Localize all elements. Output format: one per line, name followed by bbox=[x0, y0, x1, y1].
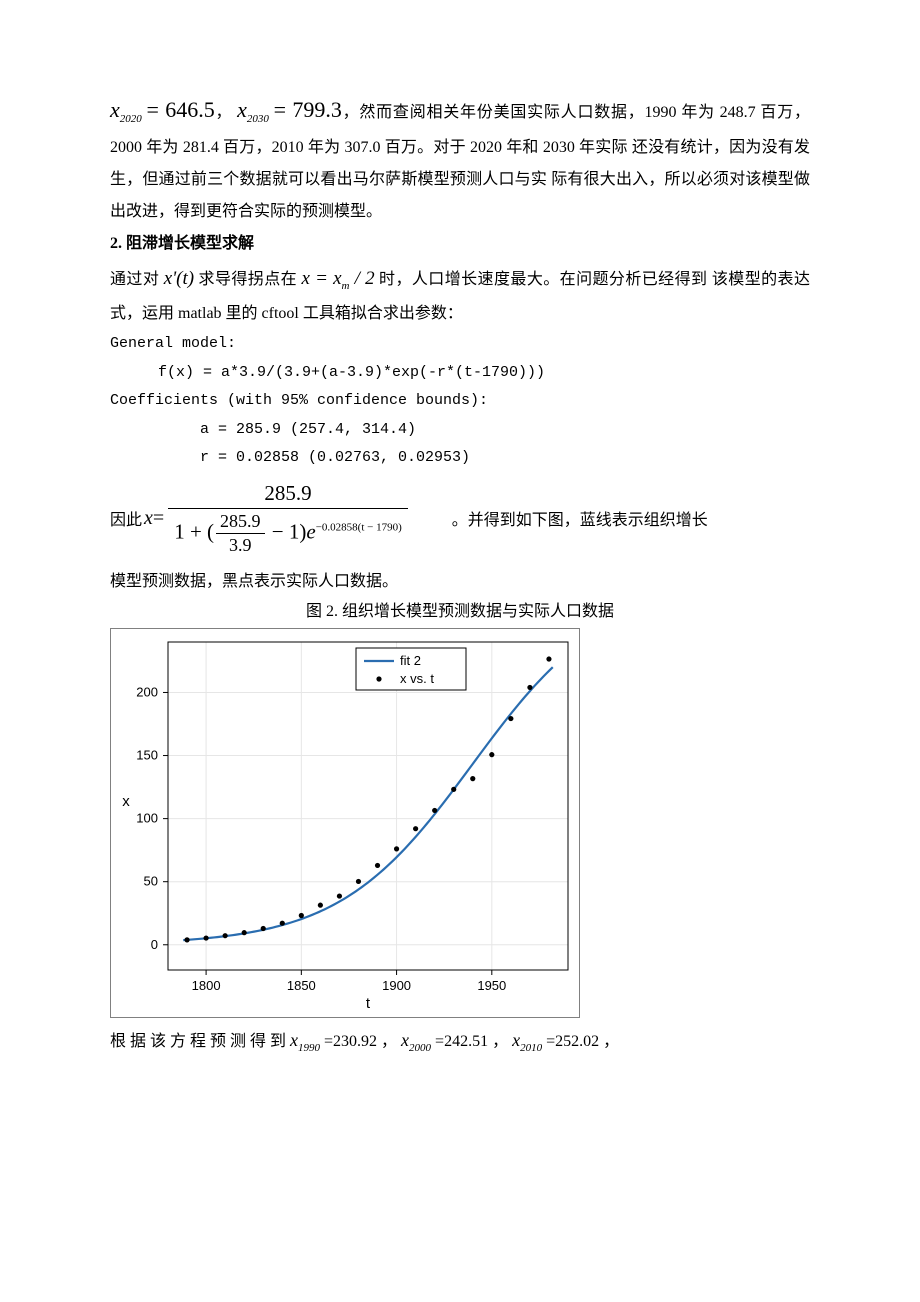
formula-block: 因此 x = 285.9 1 + (285.93.9 − 1)e−0.02858… bbox=[110, 481, 810, 556]
val-2030: 799.3 bbox=[292, 97, 342, 122]
logistic-chart: 1800185019001950050100150200txfit 2x vs.… bbox=[110, 628, 580, 1018]
formula-suffix: 。并得到如下图，蓝线表示组织增长 bbox=[452, 506, 708, 530]
section-2-body: 通过对 x'(t) 求导得拐点在 x = xm / 2 时，人口增长速度最大。在… bbox=[110, 260, 810, 330]
svg-text:150: 150 bbox=[136, 748, 158, 763]
sub-2030: 2030 bbox=[247, 113, 269, 125]
inner-den: 3.9 bbox=[216, 534, 265, 556]
code-line-3: Coefficients (with 95% confidence bounds… bbox=[110, 387, 810, 416]
s2-l1a: 通过对 bbox=[110, 271, 159, 288]
den-lead: 1 + ( bbox=[174, 519, 214, 543]
code-line-1: General model: bbox=[110, 330, 810, 359]
intro-rest1: ，然而查阅相关年份美国实际人口数据，1990 年为 bbox=[342, 104, 715, 121]
code-line-2: f(x) = a*3.9/(3.9+(a-3.9)*exp(-r*(t-1790… bbox=[110, 359, 810, 388]
var-x2030: x bbox=[237, 97, 247, 122]
xprime: x'(t) bbox=[164, 268, 194, 289]
f-x2000: x bbox=[401, 1030, 409, 1050]
f-x1990: x bbox=[290, 1030, 298, 1050]
svg-text:fit 2: fit 2 bbox=[400, 653, 421, 668]
xeq-tail: / 2 bbox=[349, 268, 374, 289]
f-x2010: x bbox=[512, 1030, 520, 1050]
xeq-sub: m bbox=[342, 280, 350, 292]
s2-l1c: 时，人口增长速度最大。在问题分析已经得到 bbox=[379, 271, 707, 288]
svg-text:x vs. t: x vs. t bbox=[400, 671, 434, 686]
s2-l1b: 求导得拐点在 bbox=[199, 271, 298, 288]
f-sub1990: 1990 bbox=[298, 1042, 320, 1054]
svg-text:1950: 1950 bbox=[477, 978, 506, 993]
intro-paragraph: x2020 = 646.5， x2030 = 799.3，然而查阅相关年份美国实… bbox=[110, 88, 810, 228]
val-2020: 646.5 bbox=[165, 97, 215, 122]
svg-text:0: 0 bbox=[151, 937, 158, 952]
footer-line: 根 据 该 方 程 预 测 得 到 x1990 =230.92 ， x2000 … bbox=[110, 1022, 810, 1058]
footer-lead: 根 据 该 方 程 预 测 得 到 bbox=[110, 1033, 290, 1050]
code-line-5: r = 0.02858 (0.02763, 0.02953) bbox=[110, 444, 810, 473]
formula-prefix: 因此 bbox=[110, 506, 142, 530]
main-den: 1 + (285.93.9 − 1)e−0.02858(t − 1790) bbox=[168, 509, 408, 556]
f-sub2010: 2010 bbox=[520, 1042, 542, 1054]
main-num: 285.9 bbox=[168, 481, 408, 509]
formula-x: x bbox=[144, 507, 153, 530]
after-formula-line: 模型预测数据，黑点表示实际人口数据。 bbox=[110, 566, 810, 598]
svg-text:1800: 1800 bbox=[192, 978, 221, 993]
svg-text:x: x bbox=[122, 793, 130, 810]
f-sub2000: 2000 bbox=[409, 1042, 431, 1054]
exponent: −0.02858(t − 1790) bbox=[316, 521, 402, 533]
svg-text:1850: 1850 bbox=[287, 978, 316, 993]
svg-text:100: 100 bbox=[136, 811, 158, 826]
code-line-4: a = 285.9 (257.4, 314.4) bbox=[110, 416, 810, 445]
sep: ， bbox=[215, 104, 233, 121]
inner-fraction: 285.93.9 bbox=[216, 511, 265, 556]
den-mid: − 1) bbox=[267, 519, 307, 543]
inner-num: 285.9 bbox=[216, 511, 265, 534]
section-2-heading: 2. 阻滞增长模型求解 bbox=[110, 228, 810, 260]
svg-text:200: 200 bbox=[136, 685, 158, 700]
main-fraction: 285.9 1 + (285.93.9 − 1)e−0.02858(t − 17… bbox=[168, 481, 408, 556]
document-page: x2020 = 646.5， x2030 = 799.3，然而查阅相关年份美国实… bbox=[0, 0, 920, 1302]
f-eq2010: =252.02 ， bbox=[542, 1033, 619, 1050]
var-x2020: x bbox=[110, 97, 120, 122]
svg-text:50: 50 bbox=[144, 874, 158, 889]
f-eq2000: =242.51 ， bbox=[431, 1033, 512, 1050]
figure-caption: 图 2. 组织增长模型预测数据与实际人口数据 bbox=[110, 598, 810, 627]
chart-container: 1800185019001950050100150200txfit 2x vs.… bbox=[110, 628, 580, 1018]
svg-text:1900: 1900 bbox=[382, 978, 411, 993]
sub-2020: 2020 bbox=[120, 113, 142, 125]
formula-eq: = bbox=[153, 507, 164, 530]
f-eq1990: =230.92 ， bbox=[320, 1033, 401, 1050]
xeq: x = x bbox=[302, 268, 342, 289]
e-base: e bbox=[306, 519, 315, 543]
